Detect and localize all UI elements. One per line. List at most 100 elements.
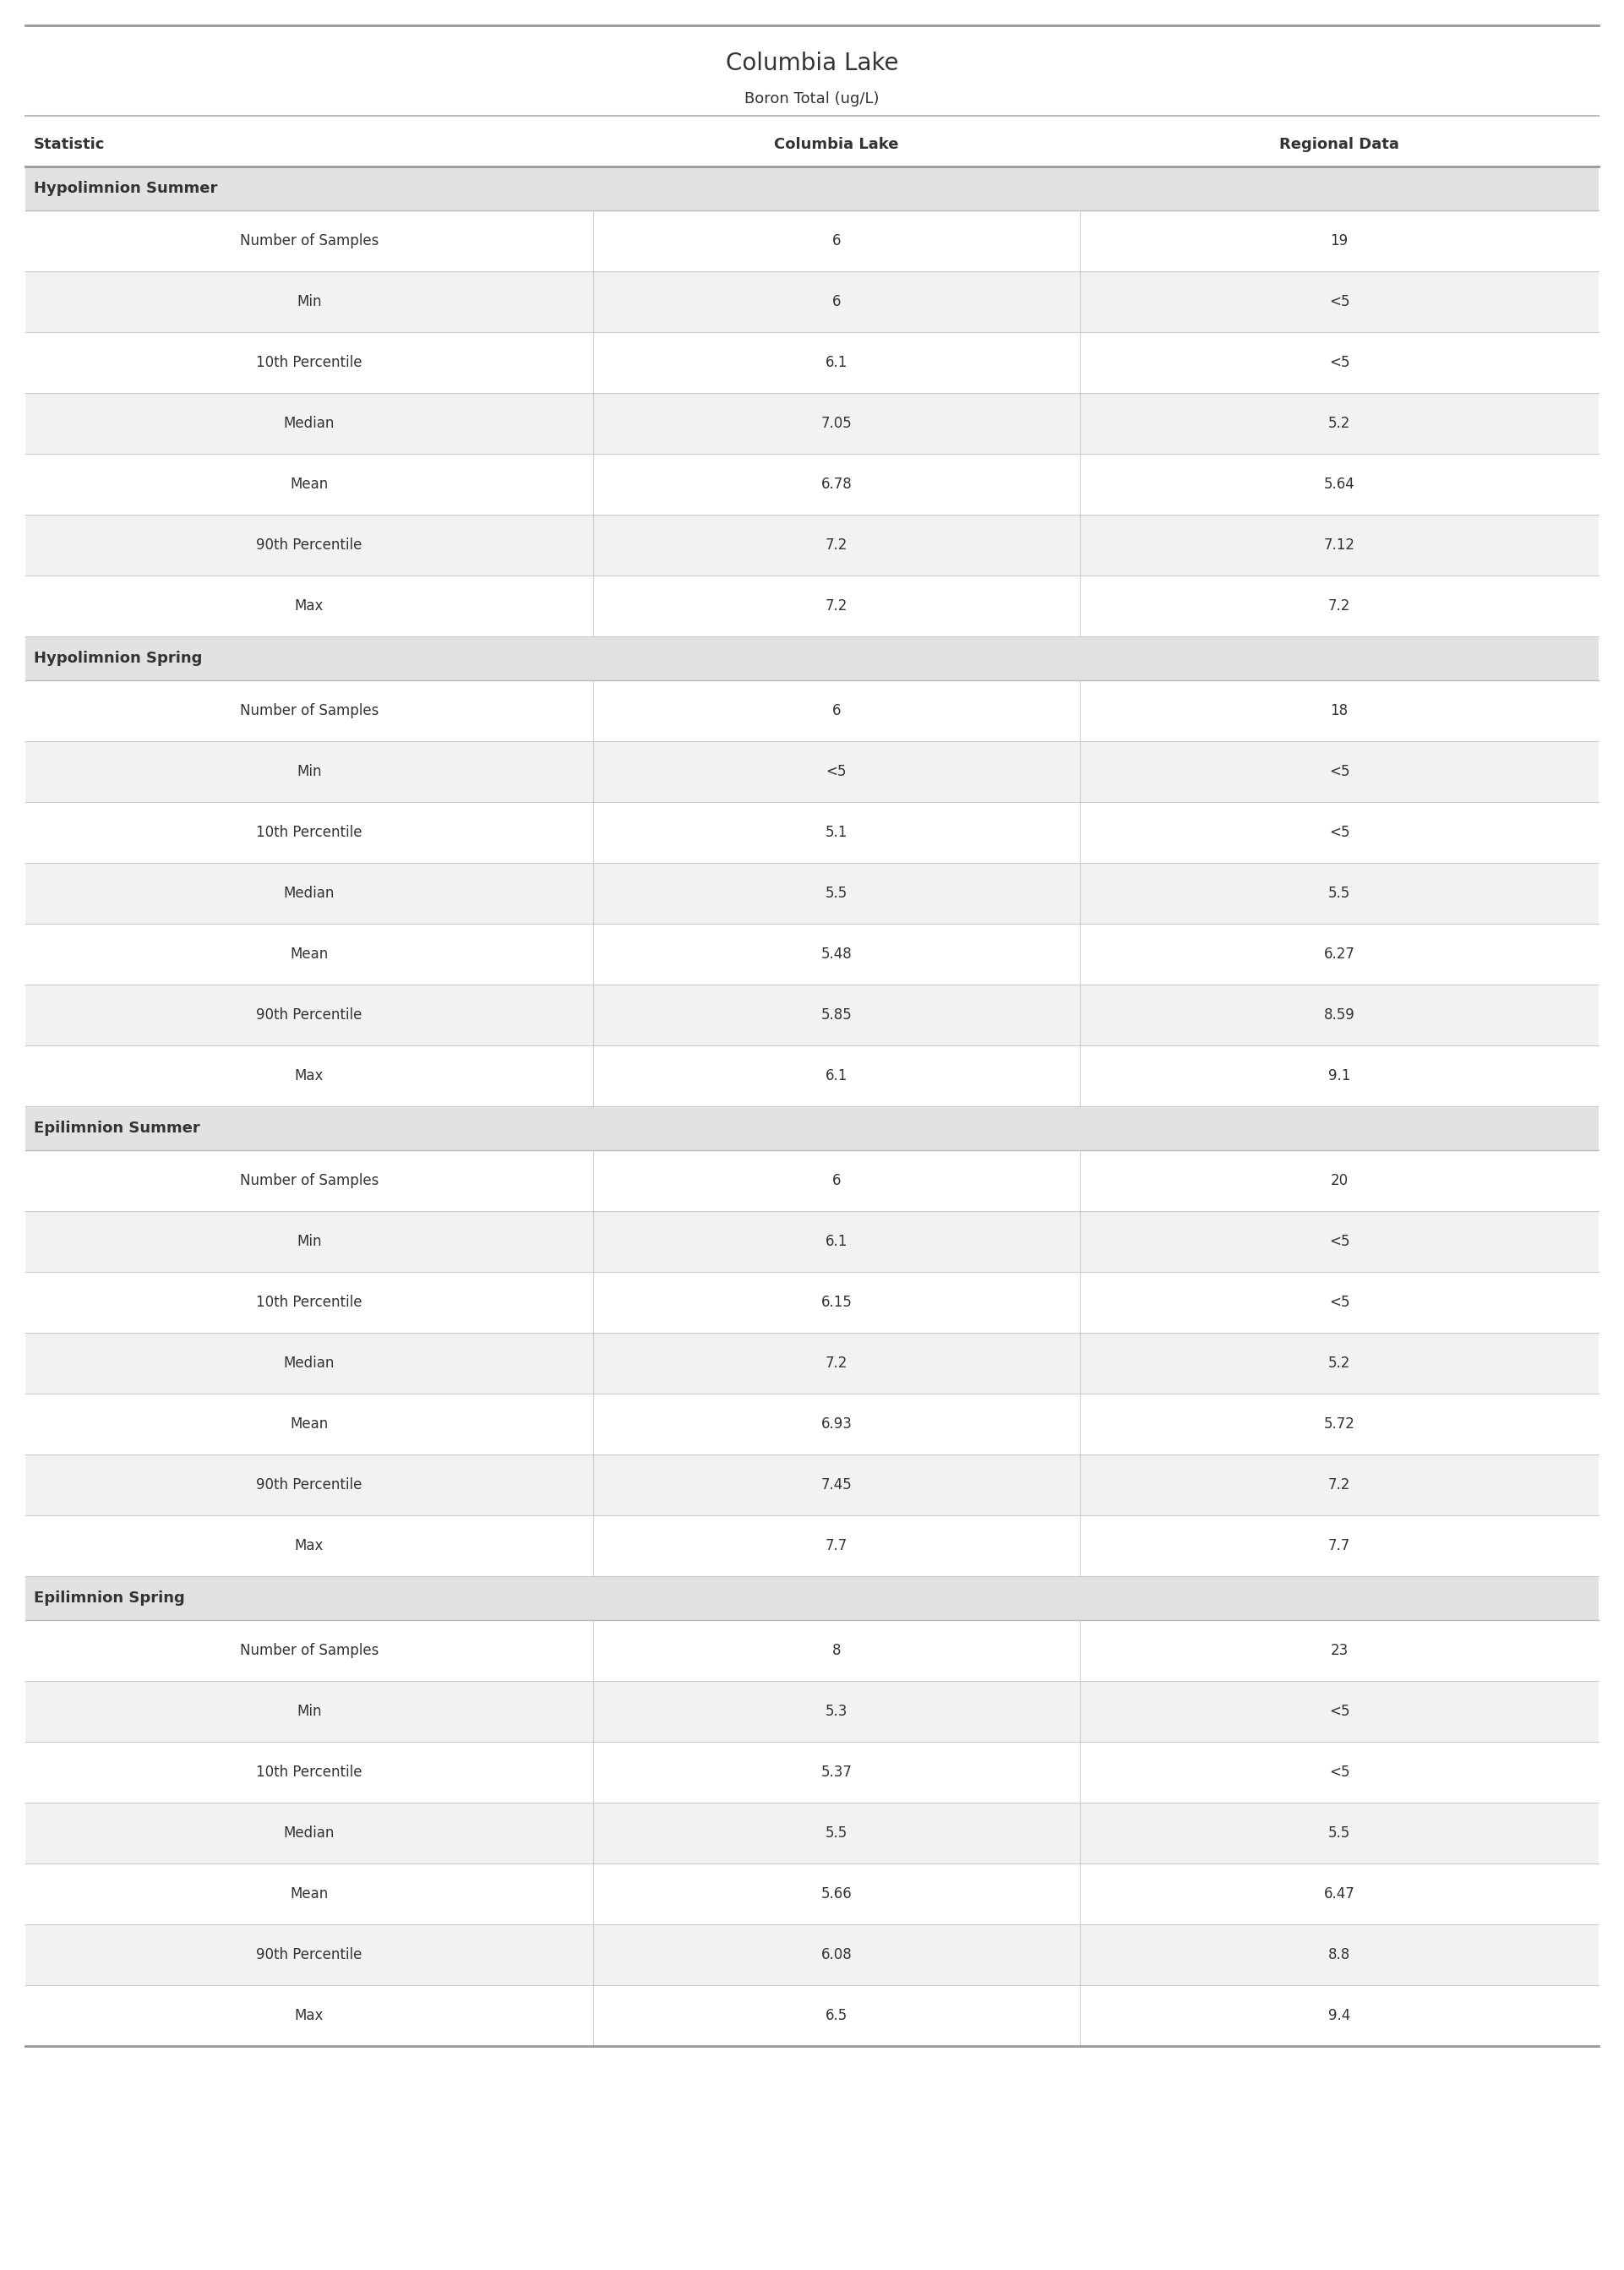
Text: 5.85: 5.85: [820, 1008, 853, 1022]
Text: 6.5: 6.5: [825, 2009, 848, 2023]
Text: 20: 20: [1330, 1174, 1348, 1187]
Text: <5: <5: [1328, 354, 1350, 370]
Bar: [26, 1741, 1598, 1802]
Text: Epilimnion Summer: Epilimnion Summer: [34, 1121, 200, 1135]
Bar: [26, 393, 1598, 454]
Text: 6.08: 6.08: [820, 1948, 853, 1961]
Text: Mean: Mean: [291, 477, 328, 493]
Text: Regional Data: Regional Data: [1280, 136, 1400, 152]
Text: <5: <5: [1328, 824, 1350, 840]
Text: 5.72: 5.72: [1324, 1416, 1354, 1432]
Text: Median: Median: [284, 1825, 335, 1841]
Text: 5.2: 5.2: [1328, 415, 1351, 431]
Text: 5.5: 5.5: [825, 1825, 848, 1841]
Text: 5.64: 5.64: [1324, 477, 1354, 493]
Text: Mean: Mean: [291, 947, 328, 962]
Text: Mean: Mean: [291, 1886, 328, 1902]
Text: Max: Max: [294, 599, 323, 613]
Text: 5.37: 5.37: [820, 1764, 853, 1780]
Bar: [26, 331, 1598, 393]
Text: 5.48: 5.48: [820, 947, 853, 962]
Text: Max: Max: [294, 1069, 323, 1083]
Text: 6.1: 6.1: [825, 1235, 848, 1249]
Text: 10th Percentile: 10th Percentile: [257, 1294, 362, 1310]
Text: 6.15: 6.15: [820, 1294, 853, 1310]
Bar: [26, 1394, 1598, 1455]
Text: 5.66: 5.66: [820, 1886, 853, 1902]
Text: 5.2: 5.2: [1328, 1355, 1351, 1371]
Text: 6.1: 6.1: [825, 354, 848, 370]
Bar: [26, 1864, 1598, 1925]
Text: 7.2: 7.2: [825, 538, 848, 552]
Text: 7.05: 7.05: [820, 415, 853, 431]
Text: Min: Min: [297, 1705, 322, 1718]
Bar: [26, 1151, 1598, 1212]
Text: Min: Min: [297, 1235, 322, 1249]
Text: Mean: Mean: [291, 1416, 328, 1432]
Bar: [26, 1682, 1598, 1741]
Text: 8.59: 8.59: [1324, 1008, 1354, 1022]
Text: 7.45: 7.45: [820, 1478, 853, 1491]
Text: 6: 6: [831, 234, 841, 247]
Bar: [26, 863, 1598, 924]
Bar: [26, 1802, 1598, 1864]
Bar: [26, 742, 1598, 801]
Bar: [26, 272, 1598, 331]
Text: Max: Max: [294, 2009, 323, 2023]
Bar: [26, 1105, 1598, 1151]
Text: 5.5: 5.5: [1328, 1825, 1351, 1841]
Text: 9.4: 9.4: [1328, 2009, 1351, 2023]
Text: 8: 8: [831, 1643, 841, 1657]
Text: Boron Total (ug/L): Boron Total (ug/L): [745, 91, 879, 107]
Text: 6: 6: [831, 1174, 841, 1187]
Text: Min: Min: [297, 765, 322, 779]
Text: 7.7: 7.7: [1328, 1539, 1351, 1553]
Text: 6.47: 6.47: [1324, 1886, 1354, 1902]
Text: 6.1: 6.1: [825, 1069, 848, 1083]
Text: 90th Percentile: 90th Percentile: [257, 538, 362, 552]
Text: 90th Percentile: 90th Percentile: [257, 1478, 362, 1491]
Bar: [26, 166, 1598, 211]
Text: 18: 18: [1330, 704, 1348, 717]
Text: <5: <5: [1328, 1235, 1350, 1249]
Text: <5: <5: [1328, 1764, 1350, 1780]
Text: Min: Min: [297, 295, 322, 309]
Text: 6.27: 6.27: [1324, 947, 1354, 962]
Text: 19: 19: [1330, 234, 1348, 247]
Bar: [26, 924, 1598, 985]
Text: 5.5: 5.5: [825, 885, 848, 901]
Text: Number of Samples: Number of Samples: [240, 1643, 378, 1657]
Bar: [26, 1212, 1598, 1271]
Bar: [26, 1986, 1598, 2045]
Bar: [26, 636, 1598, 681]
Text: 7.7: 7.7: [825, 1539, 848, 1553]
Bar: [26, 1516, 1598, 1575]
Text: 7.2: 7.2: [1328, 599, 1351, 613]
Bar: [26, 1455, 1598, 1516]
Text: Number of Samples: Number of Samples: [240, 1174, 378, 1187]
Bar: [26, 1046, 1598, 1105]
Text: 7.12: 7.12: [1324, 538, 1354, 552]
Text: 6: 6: [831, 295, 841, 309]
Text: 7.2: 7.2: [1328, 1478, 1351, 1491]
Bar: [26, 454, 1598, 515]
Bar: [26, 681, 1598, 742]
Text: Epilimnion Spring: Epilimnion Spring: [34, 1591, 185, 1605]
Text: 9.1: 9.1: [1328, 1069, 1351, 1083]
Text: 5.3: 5.3: [825, 1705, 848, 1718]
Text: Hypolimnion Spring: Hypolimnion Spring: [34, 651, 203, 665]
Text: <5: <5: [1328, 295, 1350, 309]
Bar: [26, 801, 1598, 863]
Text: 7.2: 7.2: [825, 1355, 848, 1371]
Bar: [26, 211, 1598, 272]
Bar: [26, 1332, 1598, 1394]
Text: 10th Percentile: 10th Percentile: [257, 354, 362, 370]
Text: 10th Percentile: 10th Percentile: [257, 824, 362, 840]
Text: Statistic: Statistic: [34, 136, 106, 152]
Bar: [26, 515, 1598, 577]
Text: 90th Percentile: 90th Percentile: [257, 1008, 362, 1022]
Text: 10th Percentile: 10th Percentile: [257, 1764, 362, 1780]
Text: 8.8: 8.8: [1328, 1948, 1351, 1961]
Bar: [26, 577, 1598, 636]
Text: Number of Samples: Number of Samples: [240, 704, 378, 717]
